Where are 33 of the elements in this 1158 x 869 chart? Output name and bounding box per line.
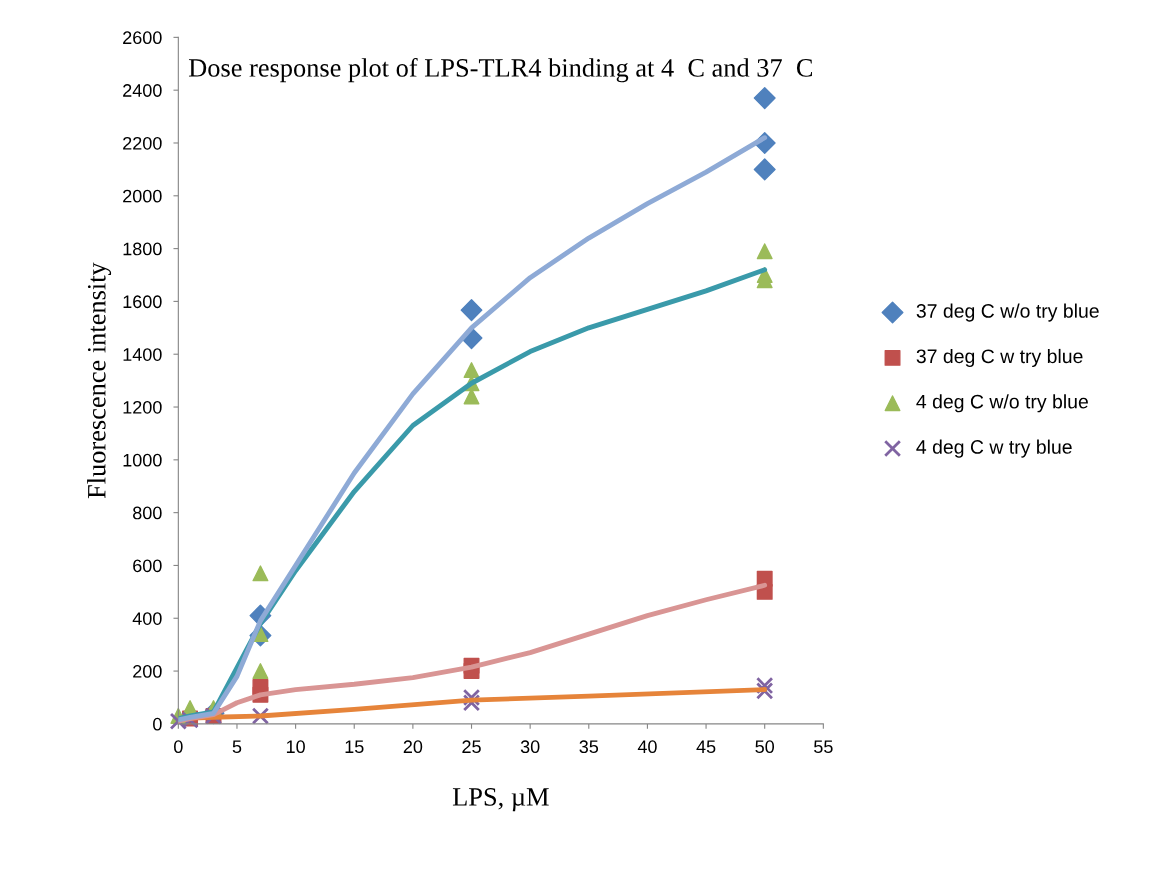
x-tick-label: 25 xyxy=(462,740,481,754)
y-tick-label: 800 xyxy=(133,506,162,520)
y-axis-title: Fluorescence intensity xyxy=(87,262,112,499)
y-tick-label: 0 xyxy=(153,717,162,731)
legend-label: 4 deg C w try blue xyxy=(916,439,1072,458)
x-tick-label: 50 xyxy=(755,740,775,754)
y-tick-label: 2000 xyxy=(123,189,162,203)
y-tick-label: 200 xyxy=(133,665,162,678)
y-tick-label: 2400 xyxy=(123,84,162,97)
x-tick-label: 0 xyxy=(174,740,183,754)
x-tick-label: 10 xyxy=(286,740,305,754)
x-tick-label: 20 xyxy=(403,740,423,754)
x-tick-label: 5 xyxy=(232,740,242,754)
y-tick-label: 1200 xyxy=(123,400,162,414)
y-tick-label: 1800 xyxy=(123,242,162,256)
x-tick-label: 40 xyxy=(637,740,657,754)
x-tick-label: 45 xyxy=(696,740,716,754)
y-tick-label: 1600 xyxy=(123,295,162,309)
y-tick-label: 400 xyxy=(132,612,162,625)
y-tick-label: 1400 xyxy=(123,348,162,361)
y-tick-label: 2200 xyxy=(123,136,162,150)
y-tick-label: 600 xyxy=(133,559,162,573)
legend-label: 4 deg C w/o try blue xyxy=(916,394,1088,413)
y-tick-label: 2600 xyxy=(123,31,162,45)
x-tick-label: 55 xyxy=(814,740,833,754)
text: Dose response plot of LPS-TLR4 binding at 4 C and 37 C xyxy=(188,57,812,83)
x-tick-label: 15 xyxy=(345,740,364,754)
y-tick-label: 1000 xyxy=(123,453,162,467)
x-tick-label: 30 xyxy=(520,740,540,754)
legend-label: 37 deg C w try blue xyxy=(916,348,1083,368)
legend-label: 37 deg C w/o try blue xyxy=(916,303,1099,322)
x-tick-label: 35 xyxy=(579,740,599,754)
x-axis-title: LPS, µM xyxy=(452,788,549,812)
